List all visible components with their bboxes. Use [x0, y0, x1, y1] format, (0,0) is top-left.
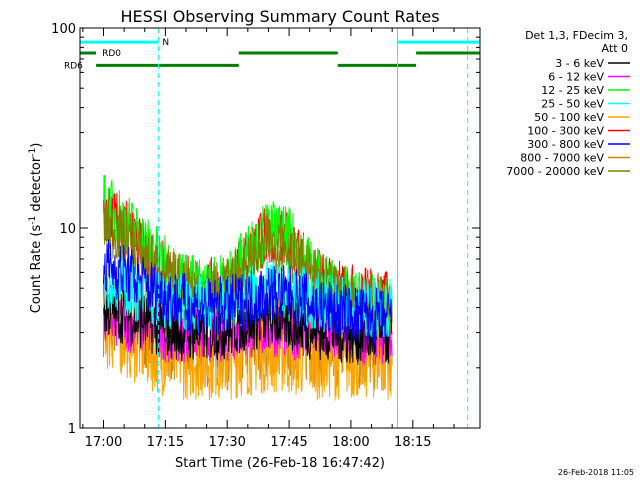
flag-rd6-label: RD6	[64, 61, 83, 71]
legend-header: Det 1,3, FDecim 3,	[525, 29, 628, 42]
x-axis-label: Start Time (26-Feb-18 16:47:42)	[175, 456, 385, 471]
legend-label: 50 - 100 keV	[534, 111, 604, 124]
x-tick-label: 18:15	[394, 435, 431, 450]
x-tick-label: 17:45	[270, 435, 307, 450]
y-tick-label: 10	[59, 222, 76, 237]
legend-label: 25 - 50 keV	[541, 98, 604, 111]
flag-n-label: N	[162, 38, 169, 48]
legend-label: 3 - 6 keV	[555, 57, 604, 70]
y-tick-label: 100	[51, 22, 76, 37]
x-tick-label: 17:30	[208, 435, 245, 450]
legend-label: 800 - 7000 keV	[520, 152, 604, 165]
x-tick-label: 18:00	[332, 435, 369, 450]
axes: 17:00 17:15 17:30 17:45 18:00 18:15 1 10 100	[51, 22, 480, 450]
flag-rd0-label: RD0	[102, 49, 121, 59]
legend-label: 7000 - 20000 keV	[506, 165, 604, 178]
legend-label: 6 - 12 keV	[548, 71, 604, 84]
legend-header: Att 0	[602, 42, 628, 55]
plot-area: N RD0 RD6	[64, 28, 480, 428]
legend-label: 100 - 300 keV	[527, 125, 604, 138]
x-tick-label: 17:00	[85, 435, 122, 450]
y-axis-label: Count Rate (s-1 detector-1)	[28, 143, 44, 314]
footer-timestamp: 26-Feb-2018 11:05	[558, 468, 634, 477]
y-tick-label: 1	[68, 422, 76, 437]
legend-label: 12 - 25 keV	[541, 84, 604, 97]
legend-label: 300 - 800 keV	[527, 138, 604, 151]
chart-title: HESSI Observing Summary Count Rates	[120, 7, 439, 26]
series-300-800-kev-line	[103, 239, 393, 346]
x-tick-label: 17:15	[147, 435, 184, 450]
